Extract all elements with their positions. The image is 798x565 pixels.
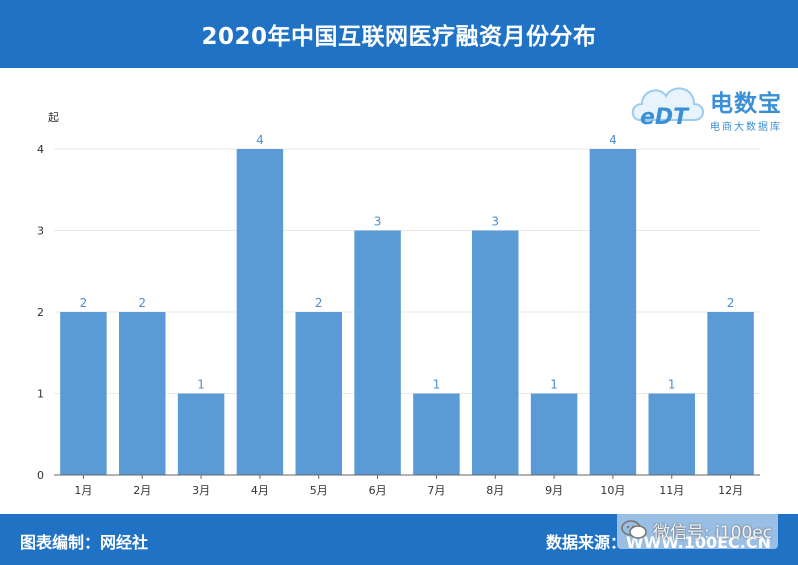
y-tick-label: 2: [37, 306, 44, 319]
logo-mark: eDT: [640, 105, 690, 130]
logo-subtitle: 电商大数据库: [710, 122, 782, 133]
bar-value-label: 2: [315, 296, 323, 310]
header-bar: 2020年中国互联网医疗融资月份分布: [0, 0, 798, 68]
cloud-logo-icon: eDT: [631, 87, 704, 130]
x-tick-label: 11月: [659, 484, 684, 497]
y-axis-label: 起: [48, 111, 59, 124]
bar: [119, 312, 166, 475]
bar: [707, 312, 754, 475]
bar-value-label: 1: [433, 378, 441, 392]
y-tick-label: 3: [37, 225, 44, 238]
wechat-icon: [621, 520, 647, 539]
y-tick-label: 0: [37, 469, 44, 482]
bar: [589, 149, 637, 475]
bar: [472, 230, 519, 475]
x-tick-label: 7月: [427, 484, 445, 497]
bar: [236, 149, 284, 475]
bar: [177, 393, 225, 475]
x-tick-label: 12月: [718, 484, 743, 497]
bar: [60, 312, 107, 475]
y-tick-label: 1: [37, 388, 44, 401]
bar-value-label: 1: [197, 378, 205, 392]
x-tick-label: 6月: [369, 484, 387, 497]
bar-value-label: 3: [491, 215, 499, 229]
x-tick-label: 10月: [600, 484, 625, 497]
x-tick-label: 2月: [133, 484, 151, 497]
x-tick-label: 8月: [486, 484, 504, 497]
wechat-id: 微信号: i100ec: [653, 522, 773, 543]
bar-value-label: 2: [138, 296, 146, 310]
bar-value-label: 1: [668, 378, 676, 392]
y-tick-label: 4: [37, 143, 44, 156]
logo-brand: 电数宝: [710, 91, 782, 117]
x-tick-label: 3月: [192, 484, 210, 497]
bar: [530, 393, 578, 475]
x-tick-label: 4月: [251, 484, 269, 497]
wechat-watermark: 微信号: i100ec: [617, 511, 779, 549]
bar-value-label: 2: [80, 296, 88, 310]
x-tick-label: 5月: [310, 484, 328, 497]
bar: [413, 393, 460, 475]
logo: eDT 电数宝 电商大数据库: [628, 76, 793, 140]
footer-compiler: 图表编制：网经社: [20, 533, 149, 552]
bar-value-label: 1: [550, 378, 558, 392]
bar: [648, 393, 695, 475]
bar-value-label: 4: [256, 133, 264, 147]
bar-value-label: 4: [609, 133, 617, 147]
chart-title: 2020年中国互联网医疗融资月份分布: [201, 24, 597, 50]
bar-value-label: 3: [374, 215, 382, 229]
bar: [354, 230, 401, 475]
bar: [295, 312, 342, 475]
x-tick-label: 9月: [545, 484, 563, 497]
x-tick-label: 1月: [74, 484, 92, 497]
bar-value-label: 2: [727, 296, 735, 310]
